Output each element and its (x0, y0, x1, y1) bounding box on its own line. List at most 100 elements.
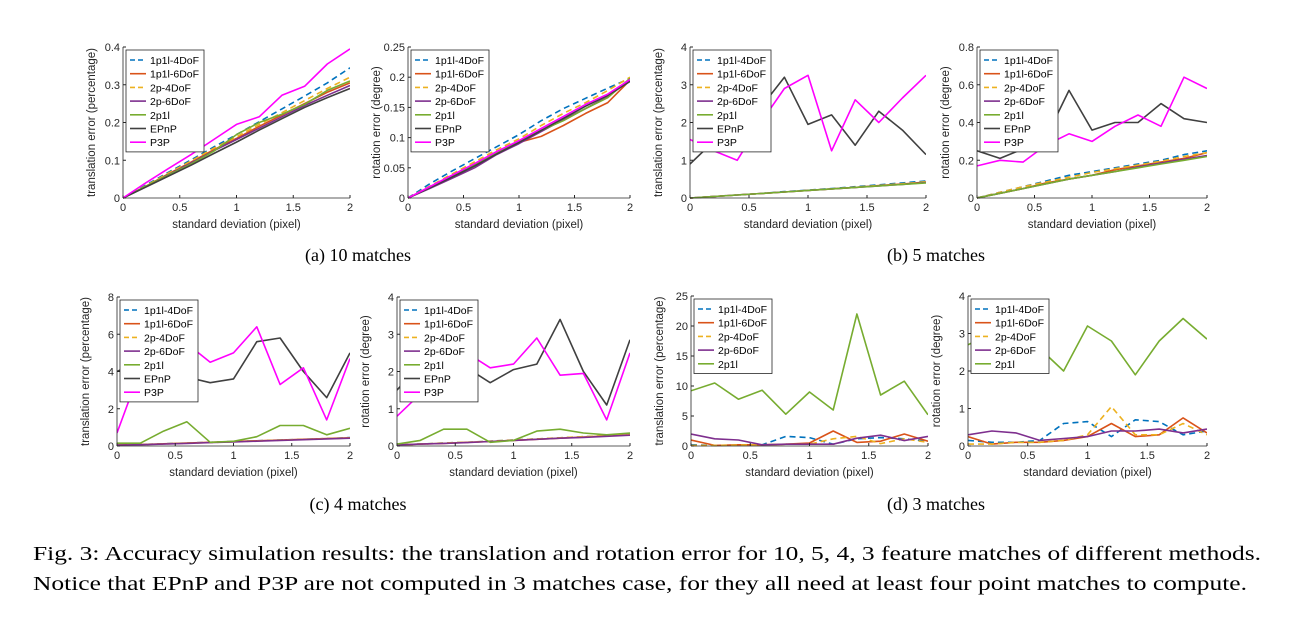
series-line-2p-4DoF (977, 151, 1207, 199)
legend-label-EPnP: EPnP (717, 124, 744, 136)
y-axis-label: rotation error (degree) (931, 315, 943, 428)
figure-caption-line-2: Notice that EPnP and P3P are not compute… (33, 573, 1247, 595)
x-tick-label: 1 (510, 450, 516, 462)
y-axis-label: translation error (percentage) (86, 48, 98, 197)
chart-c-translation: 0 0.5 1 1.5 2 0 2 4 6 8 standard deviation (pixel)… (80, 292, 353, 479)
x-tick-label: 1.5 (859, 202, 874, 214)
y-axis-label: translation error (percentage) (654, 296, 666, 445)
chart-b-rotation: 0 0.5 1 1.5 2 0 0.2 0.4 0.6 0.8 standard deviation… (940, 42, 1210, 231)
y-tick-label: 0.2 (390, 72, 405, 84)
subcaption-b: (b) 5 matches (887, 245, 985, 266)
x-tick-label: 1 (1089, 202, 1095, 214)
y-axis-label: translation error (percentage) (80, 297, 92, 446)
y-tick-label: 0 (108, 441, 114, 453)
x-tick-label: 1 (233, 202, 239, 214)
y-tick-label: 0 (114, 193, 120, 205)
x-tick-label: 1 (806, 450, 812, 462)
x-axis-label: standard deviation (pixel) (745, 467, 874, 479)
legend-label-2p-4DoF: 2p-4DoF (435, 82, 476, 94)
series-line-1p1l-4DoF (968, 418, 1207, 444)
x-tick-label: 0 (688, 450, 694, 462)
legend-label-1p1l-6DoF: 1p1l-6DoF (718, 318, 767, 330)
series-group (408, 76, 630, 199)
legend-label-2p-4DoF: 2p-4DoF (144, 332, 185, 344)
legend-label-1p1l-6DoF: 1p1l-6DoF (150, 69, 199, 81)
y-axis-label: rotation error (degree) (371, 66, 383, 179)
subcaption-a: (a) 10 matches (305, 245, 411, 266)
series-line-2p1l (977, 155, 1207, 199)
legend-label-EPnP: EPnP (1004, 124, 1031, 136)
legend-label-EPnP: EPnP (435, 124, 462, 136)
y-tick-label: 3 (959, 329, 965, 341)
x-tick-label: 1.5 (1140, 450, 1155, 462)
y-tick-label: 8 (108, 292, 114, 304)
legend-label-1p1l-4DoF: 1p1l-4DoF (435, 55, 484, 67)
y-axis-label: rotation error (degree) (360, 315, 372, 428)
y-axis-label: rotation error (degree) (940, 66, 952, 179)
chart-b-translation: 0 0.5 1 1.5 2 0 1 2 3 4 standard deviation (pixel)… (653, 42, 929, 231)
y-tick-label: 0.25 (384, 42, 405, 54)
y-tick-label: 0.4 (105, 42, 120, 54)
x-tick-label: 1 (230, 450, 236, 462)
subcaption-d: (d) 3 matches (887, 494, 985, 515)
series-line-2p-4DoF (123, 76, 350, 199)
legend-label-2p-6DoF: 2p-6DoF (435, 96, 476, 108)
y-tick-label: 1 (388, 404, 394, 416)
series-line-2p-4DoF (968, 405, 1207, 445)
series-line-P3P (123, 48, 350, 199)
x-tick-label: 1 (516, 202, 522, 214)
x-tick-label: 2 (1204, 202, 1210, 214)
legend-label-2p-4DoF: 2p-4DoF (995, 331, 1036, 343)
series-line-2p1l (123, 80, 350, 199)
y-tick-label: 20 (676, 321, 688, 333)
legend-label-2p1l: 2p1l (718, 359, 738, 371)
legend-label-1p1l-6DoF: 1p1l-6DoF (424, 319, 473, 331)
legend-label-P3P: P3P (424, 387, 444, 399)
legend-label-2p-6DoF: 2p-6DoF (144, 346, 185, 358)
x-axis-label: standard deviation (pixel) (1028, 219, 1157, 231)
series-group (123, 48, 350, 199)
y-tick-label: 0 (682, 441, 688, 453)
chart-a-translation: 0 0.5 1 1.5 2 0 0.1 0.2 0.3 0.4 standard deviation… (86, 42, 353, 231)
legend-label-P3P: P3P (150, 137, 170, 149)
x-tick-label: 0 (965, 450, 971, 462)
legend-label-2p-4DoF: 2p-4DoF (150, 82, 191, 94)
chart-c-rotation: 0 0.5 1 1.5 2 0 1 2 3 4 standard deviation (pixel)… (360, 292, 633, 479)
y-tick-label: 0.6 (959, 80, 974, 92)
legend-label-2p-4DoF: 2p-4DoF (718, 331, 759, 343)
x-tick-label: 1 (1084, 450, 1090, 462)
series-line-1p1l-4DoF (977, 150, 1207, 199)
legend-label-EPnP: EPnP (144, 374, 171, 386)
y-tick-label: 0 (968, 193, 974, 205)
x-tick-label: 0.5 (168, 450, 183, 462)
x-tick-label: 0.5 (741, 202, 756, 214)
x-tick-label: 0 (120, 202, 126, 214)
x-tick-label: 1.5 (284, 450, 299, 462)
x-tick-label: 0.5 (1020, 450, 1035, 462)
y-tick-label: 1 (681, 155, 687, 167)
y-tick-label: 0.8 (959, 42, 974, 54)
legend-label-2p1l: 2p1l (424, 360, 444, 372)
x-tick-label: 0.5 (743, 450, 758, 462)
legend-label-2p1l: 2p1l (435, 110, 455, 122)
legend-label-1p1l-4DoF: 1p1l-4DoF (144, 305, 193, 317)
y-tick-label: 4 (681, 42, 687, 54)
x-tick-label: 1.5 (564, 450, 579, 462)
x-tick-label: 1.5 (861, 450, 876, 462)
legend-label-P3P: P3P (435, 137, 455, 149)
y-tick-label: 4 (959, 291, 965, 303)
y-tick-label: 0 (388, 441, 394, 453)
legend-label-P3P: P3P (1004, 137, 1024, 149)
legend-label-1p1l-4DoF: 1p1l-4DoF (150, 55, 199, 67)
legend-label-2p-6DoF: 2p-6DoF (718, 345, 759, 357)
x-tick-label: 0 (394, 450, 400, 462)
legend-label-P3P: P3P (717, 137, 737, 149)
x-tick-label: 1.5 (286, 202, 301, 214)
